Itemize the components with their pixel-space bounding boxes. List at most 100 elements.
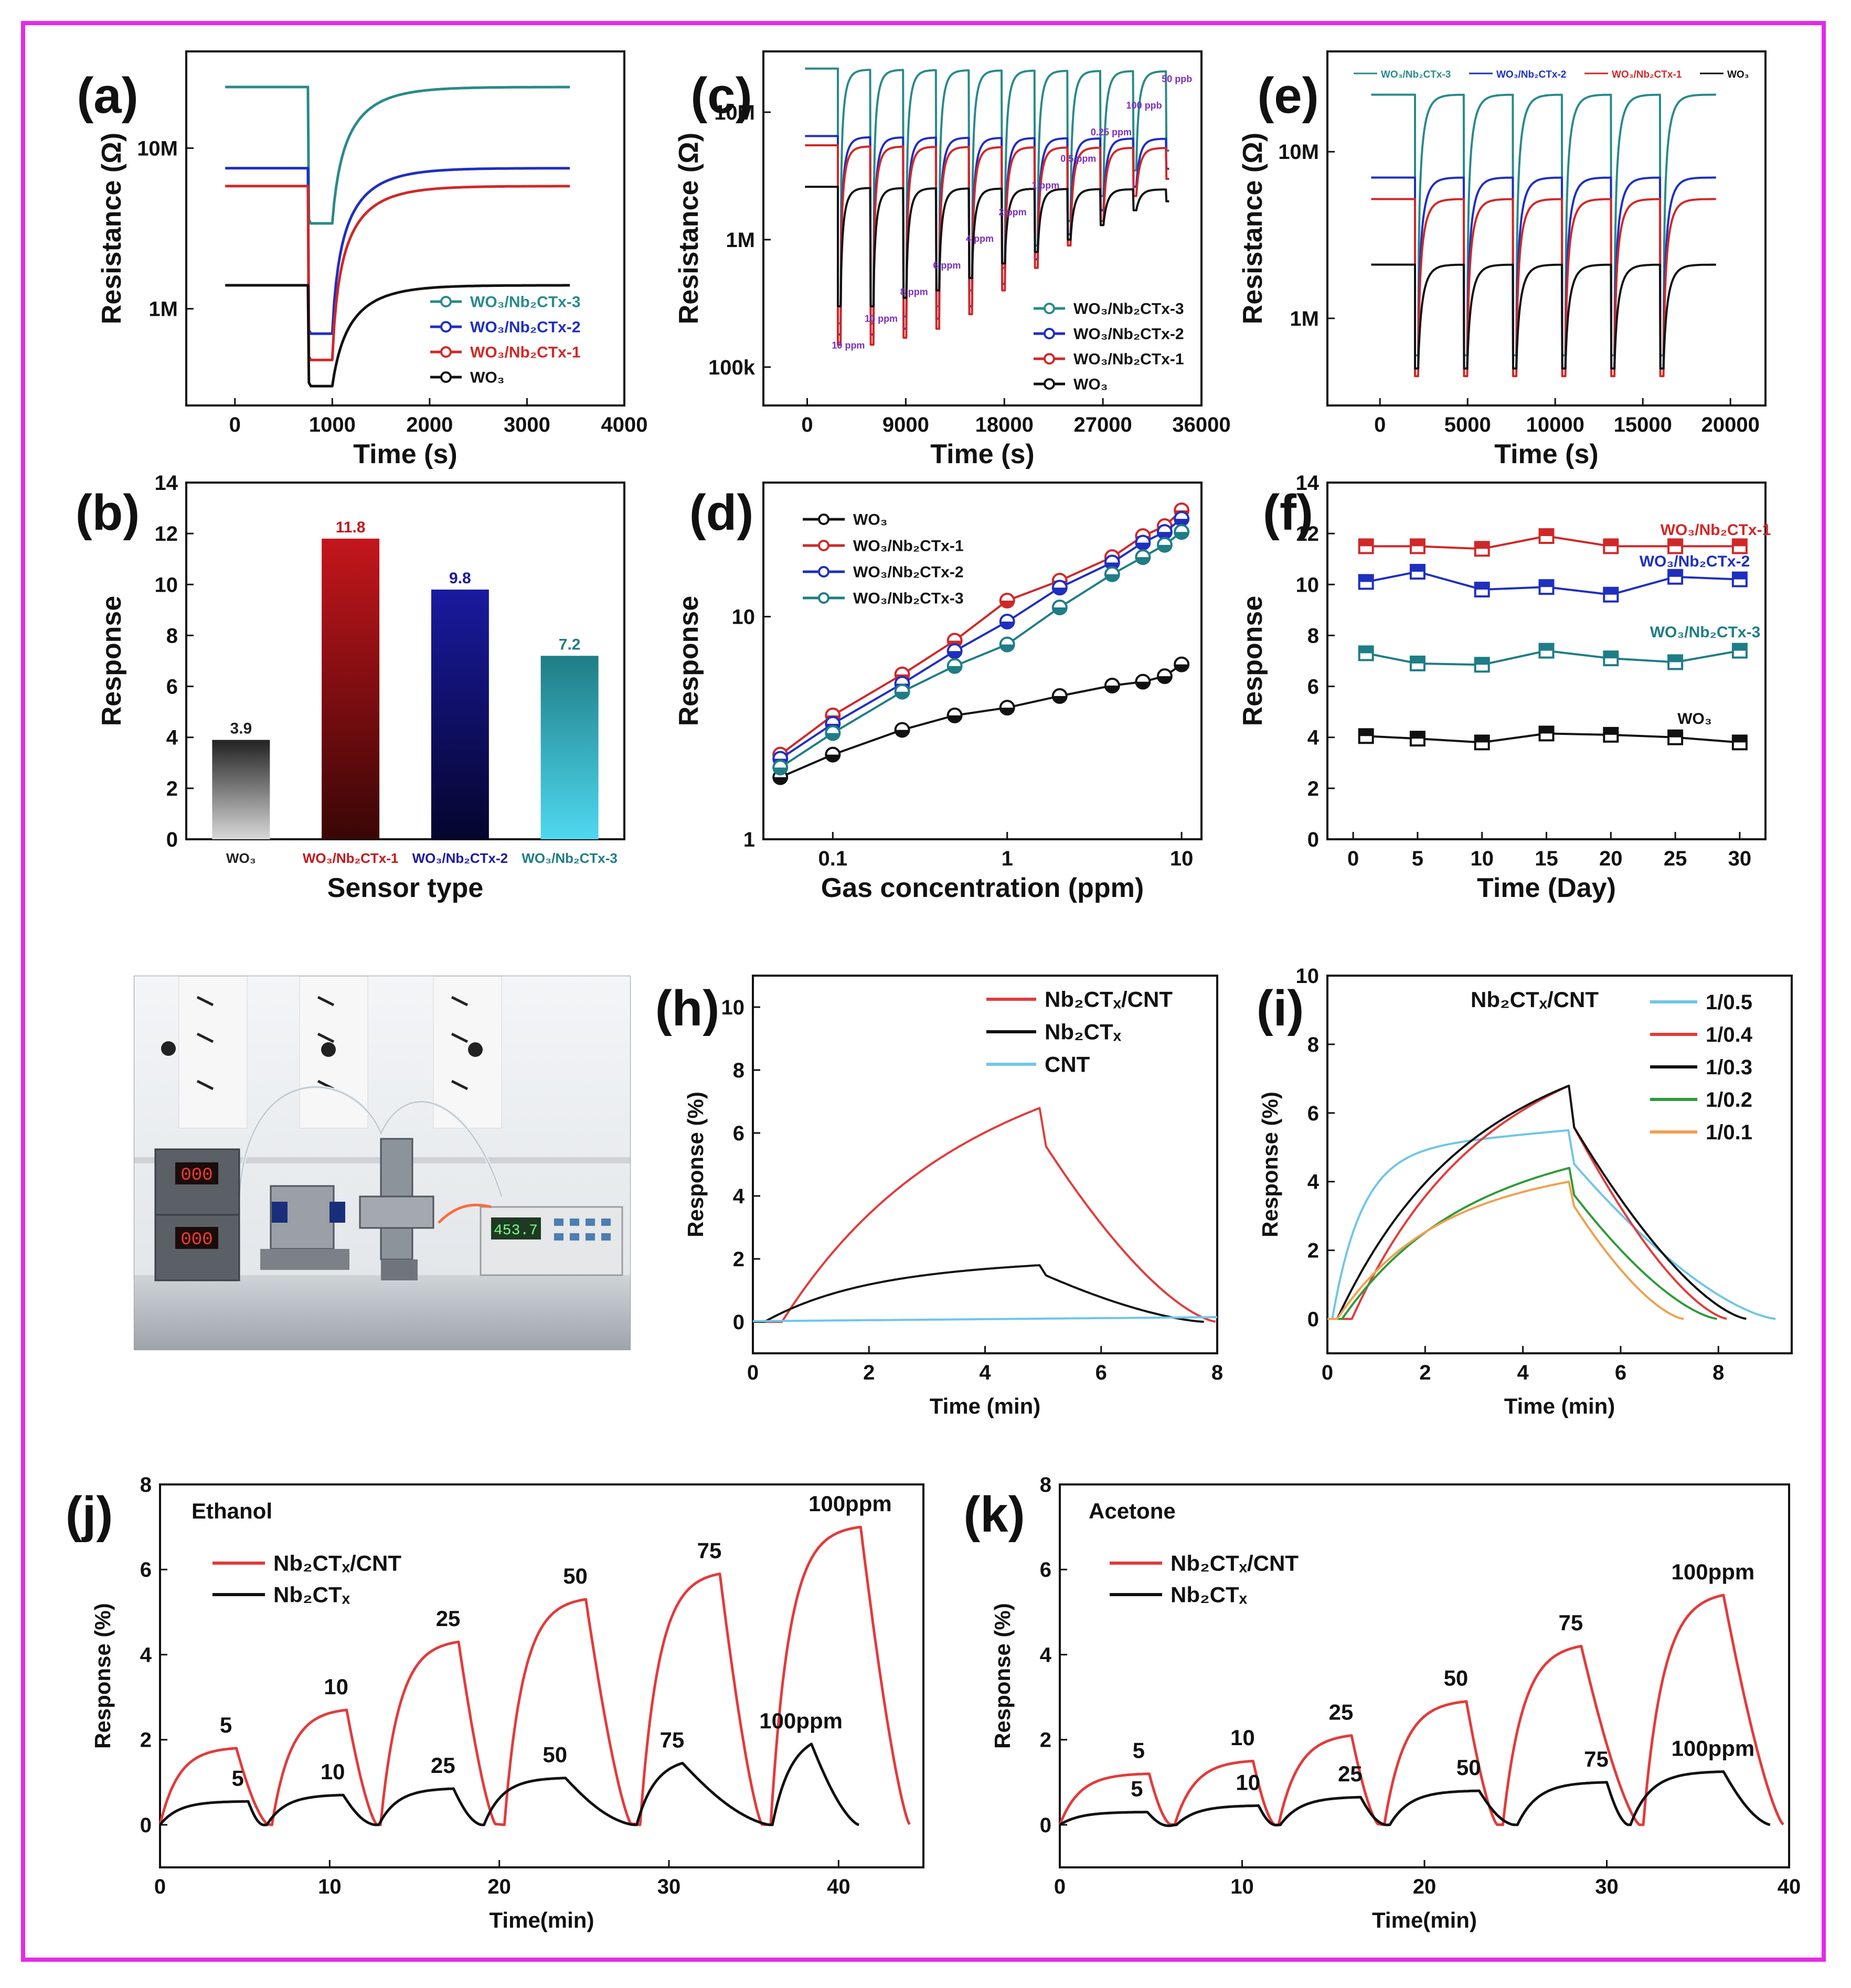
data-point-fill-f (1732, 644, 1747, 651)
x-category-label: WO₃/Nb₂CTx-3 (522, 850, 617, 866)
x-tick-label-h: 8 (1211, 1361, 1223, 1384)
y-tick-label-j: 0 (140, 1814, 152, 1837)
data-point-fill-d (826, 733, 840, 740)
x-tick-label-f: 5 (1412, 847, 1423, 870)
x-tick-label-d: 1 (1002, 847, 1013, 870)
series-line-i (1327, 1084, 1747, 1320)
y-tick-label-k: 8 (1040, 1473, 1051, 1497)
concentration-label: 4 ppm (966, 233, 994, 244)
bar-value-label: 9.8 (449, 570, 471, 587)
data-point-fill-d (1136, 681, 1150, 689)
data-point-fill-d (1175, 519, 1189, 526)
legend-marker (1044, 378, 1055, 390)
series-line-h (753, 1264, 1204, 1323)
y-axis-label-k: Response (%) (990, 1603, 1015, 1749)
concentration-label: 6 ppm (933, 260, 961, 271)
plot-frame-b (185, 482, 625, 840)
data-point-fill-f (1359, 575, 1373, 582)
concentration-label-k: 100ppm (1672, 1559, 1755, 1584)
series-line-k (1058, 1594, 1784, 1826)
panel-label-k: (k) (963, 1487, 1025, 1543)
legend-entry: WO₃/Nb₂CTx-3 (1381, 69, 1451, 80)
legend-marker (818, 566, 829, 578)
y-tick-label-i: 10 (1296, 965, 1320, 988)
series-line-e (1371, 93, 1717, 357)
series-line-a (225, 85, 570, 225)
concentration-label-k: 75 (1558, 1610, 1583, 1635)
y-tick-label-b: 2 (166, 777, 178, 800)
y-tick-label-k: 4 (1040, 1643, 1052, 1666)
data-point-fill-f (1410, 732, 1424, 739)
y-tick-label-a: 10M (137, 137, 178, 160)
y-axis-label-a: Resistance (Ω) (97, 133, 127, 324)
x-tick-label-j: 10 (318, 1875, 342, 1898)
y-tick-label-k: 0 (1040, 1814, 1051, 1837)
y-tick-label-k: 6 (1040, 1558, 1051, 1581)
x-tick-label-e: 15000 (1614, 413, 1672, 436)
y-axis-label-f: Response (1238, 596, 1268, 726)
concentration-label: 8 ppm (900, 287, 928, 297)
concentration-label-k: 25 (1338, 1761, 1363, 1786)
concentration-label-j: 100ppm (759, 1708, 843, 1733)
x-tick-label-d: 0.1 (818, 847, 847, 870)
y-tick-label-b: 14 (155, 472, 178, 495)
data-point-fill-d (1000, 644, 1014, 651)
y-tick-label-h: 2 (733, 1248, 744, 1271)
panel-label-e: (e) (1257, 68, 1318, 124)
x-axis-label-j: Time(min) (490, 1908, 594, 1932)
legend-entry: WO₃/Nb₂CTx-3 (470, 294, 581, 311)
y-tick-label-i: 4 (1307, 1171, 1320, 1194)
concentration-label-k: 75 (1584, 1747, 1609, 1771)
y-tick-label-f: 12 (1296, 522, 1320, 546)
series-line-d (780, 531, 1183, 768)
chart-a: 0 1000 2000 3000 4000 1M 10M Time (s) Resistance… (77, 50, 648, 469)
data-point-fill-d (948, 651, 962, 658)
x-tick-label-k: 30 (1595, 1875, 1619, 1898)
bar-value-label: 11.8 (336, 519, 366, 536)
panel-label-h: (h) (655, 980, 720, 1036)
legend-entry: CNT (1045, 1052, 1090, 1077)
legend-entry: WO₃/Nb₂CTx-1 (470, 344, 581, 361)
data-point-fill-d (1052, 607, 1067, 614)
legend-entry: Nb₂CTₓ/CNT (1171, 1551, 1299, 1576)
x-tick-label-d: 10 (1170, 847, 1194, 870)
y-tick-label-f: 10 (1296, 573, 1320, 596)
bar-2 (431, 590, 489, 839)
data-point-fill-d (895, 730, 909, 737)
x-tick-label-e: 0 (1374, 413, 1386, 436)
series-line-a (225, 167, 570, 335)
series-line-j (159, 1743, 859, 1826)
data-point-fill-f (1475, 735, 1489, 743)
x-tick-label-e: 10000 (1526, 413, 1584, 436)
data-point-fill-f (1604, 539, 1618, 547)
y-tick-label-j: 2 (140, 1729, 152, 1752)
data-point-fill-d (1175, 664, 1189, 671)
legend-entry: WO₃ (470, 369, 505, 387)
chart-k: 0 10 20 30 40 0 2 4 6 8 Time(min) Response (%) (k) 5 1… (963, 1473, 1801, 1932)
y-tick-label-e: 1M (1290, 307, 1319, 330)
y-tick-label-h: 4 (733, 1185, 745, 1208)
concentration-label-k: 50 (1444, 1666, 1469, 1691)
y-axis-label-c: Resistance (Ω) (674, 133, 704, 324)
x-tick-label-c: 9000 (882, 413, 929, 436)
x-tick-label-a: 4000 (601, 413, 648, 436)
concentration-label-j: 100ppm (809, 1491, 892, 1516)
x-axis-label-k: Time(min) (1372, 1908, 1477, 1932)
y-tick-label-f: 8 (1307, 624, 1319, 647)
data-point-fill-f (1410, 565, 1424, 572)
bar-0 (212, 740, 270, 839)
x-category-label: WO₃ (226, 850, 256, 866)
chart-title-j: Ethanol (192, 1499, 272, 1523)
data-point-fill-f (1475, 542, 1489, 549)
meter-readout-left-top: 000 (180, 1166, 212, 1185)
data-point-fill-d (1000, 601, 1014, 608)
legend-entry: WO₃ (853, 511, 888, 529)
data-point-fill-d (773, 777, 788, 784)
legend-entry: 1/0.2 (1706, 1088, 1752, 1111)
chart-e: 0 5000 10000 15000 20000 1M 10M Time (s) Resista… (1238, 50, 1767, 469)
legend-marker (818, 592, 829, 604)
data-point-fill-d (1052, 696, 1067, 703)
x-tick-label-c: 0 (801, 413, 813, 436)
series-line-a (225, 284, 570, 388)
